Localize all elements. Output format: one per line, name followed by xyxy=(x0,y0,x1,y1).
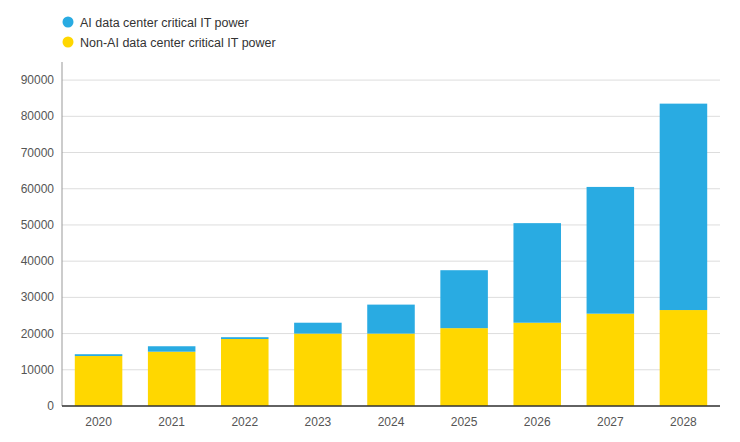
bar xyxy=(294,323,342,334)
x-tick-label: 2020 xyxy=(85,415,112,429)
y-tick-label: 80000 xyxy=(21,109,55,123)
bar xyxy=(148,346,196,351)
bar xyxy=(75,356,123,406)
grid-line xyxy=(62,80,720,81)
bar xyxy=(587,187,635,314)
x-tick-label: 2025 xyxy=(451,415,478,429)
y-tick-label: 20000 xyxy=(21,327,55,341)
bar xyxy=(513,223,561,323)
legend-marker xyxy=(63,37,74,48)
bar xyxy=(440,328,488,406)
bar xyxy=(660,104,708,310)
legend-label: Non-AI data center critical IT power xyxy=(80,36,276,50)
bar xyxy=(221,339,269,406)
x-tick-label: 2023 xyxy=(305,415,332,429)
y-axis-line xyxy=(62,62,63,406)
y-tick-label: 10000 xyxy=(21,363,55,377)
bar xyxy=(513,323,561,406)
y-tick-label: 0 xyxy=(47,399,54,413)
x-tick-label: 2022 xyxy=(231,415,258,429)
y-tick-label: 90000 xyxy=(21,73,55,87)
y-ticks: 0 10000 20000 30000 40000 50000 60000 70000 8000… xyxy=(21,73,55,413)
page: {"chart_data": {"type": "bar", "stacked"… xyxy=(0,0,740,442)
chart-container: 0 10000 20000 30000 40000 50000 60000 70000 8000… xyxy=(0,0,740,442)
grid xyxy=(62,80,720,406)
legend-label: AI data center critical IT power xyxy=(80,16,249,30)
y-tick-label: 70000 xyxy=(21,146,55,160)
x-tick-label: 2027 xyxy=(597,415,624,429)
chart-svg: 0 10000 20000 30000 40000 50000 60000 70000 8000… xyxy=(0,0,740,442)
bar xyxy=(367,334,415,406)
bar-series xyxy=(75,104,707,356)
grid-line xyxy=(62,406,720,407)
x-tick-label: 2021 xyxy=(158,415,185,429)
grid-line xyxy=(62,116,720,117)
bar xyxy=(367,305,415,334)
bar xyxy=(587,314,635,406)
bar xyxy=(660,310,708,406)
y-tick-label: 30000 xyxy=(21,290,55,304)
y-tick-label: 50000 xyxy=(21,218,55,232)
legend-marker xyxy=(63,17,74,28)
bar xyxy=(294,334,342,406)
x-tick-label: 2024 xyxy=(378,415,405,429)
bars xyxy=(75,104,707,406)
bar xyxy=(440,270,488,328)
x-ticks: 2020 2021 2022 2023 2024 2025 2026 2027 2028 xyxy=(85,415,697,429)
y-tick-label: 40000 xyxy=(21,254,55,268)
x-tick-label: 2026 xyxy=(524,415,551,429)
legend: AI data center critical IT power Non-AI d… xyxy=(63,16,276,50)
bar xyxy=(75,354,123,356)
x-axis-line xyxy=(62,405,720,407)
x-tick-label: 2028 xyxy=(670,415,697,429)
grid-line xyxy=(62,152,720,153)
bar xyxy=(221,337,269,339)
bar xyxy=(148,352,196,406)
y-tick-label: 60000 xyxy=(21,182,55,196)
